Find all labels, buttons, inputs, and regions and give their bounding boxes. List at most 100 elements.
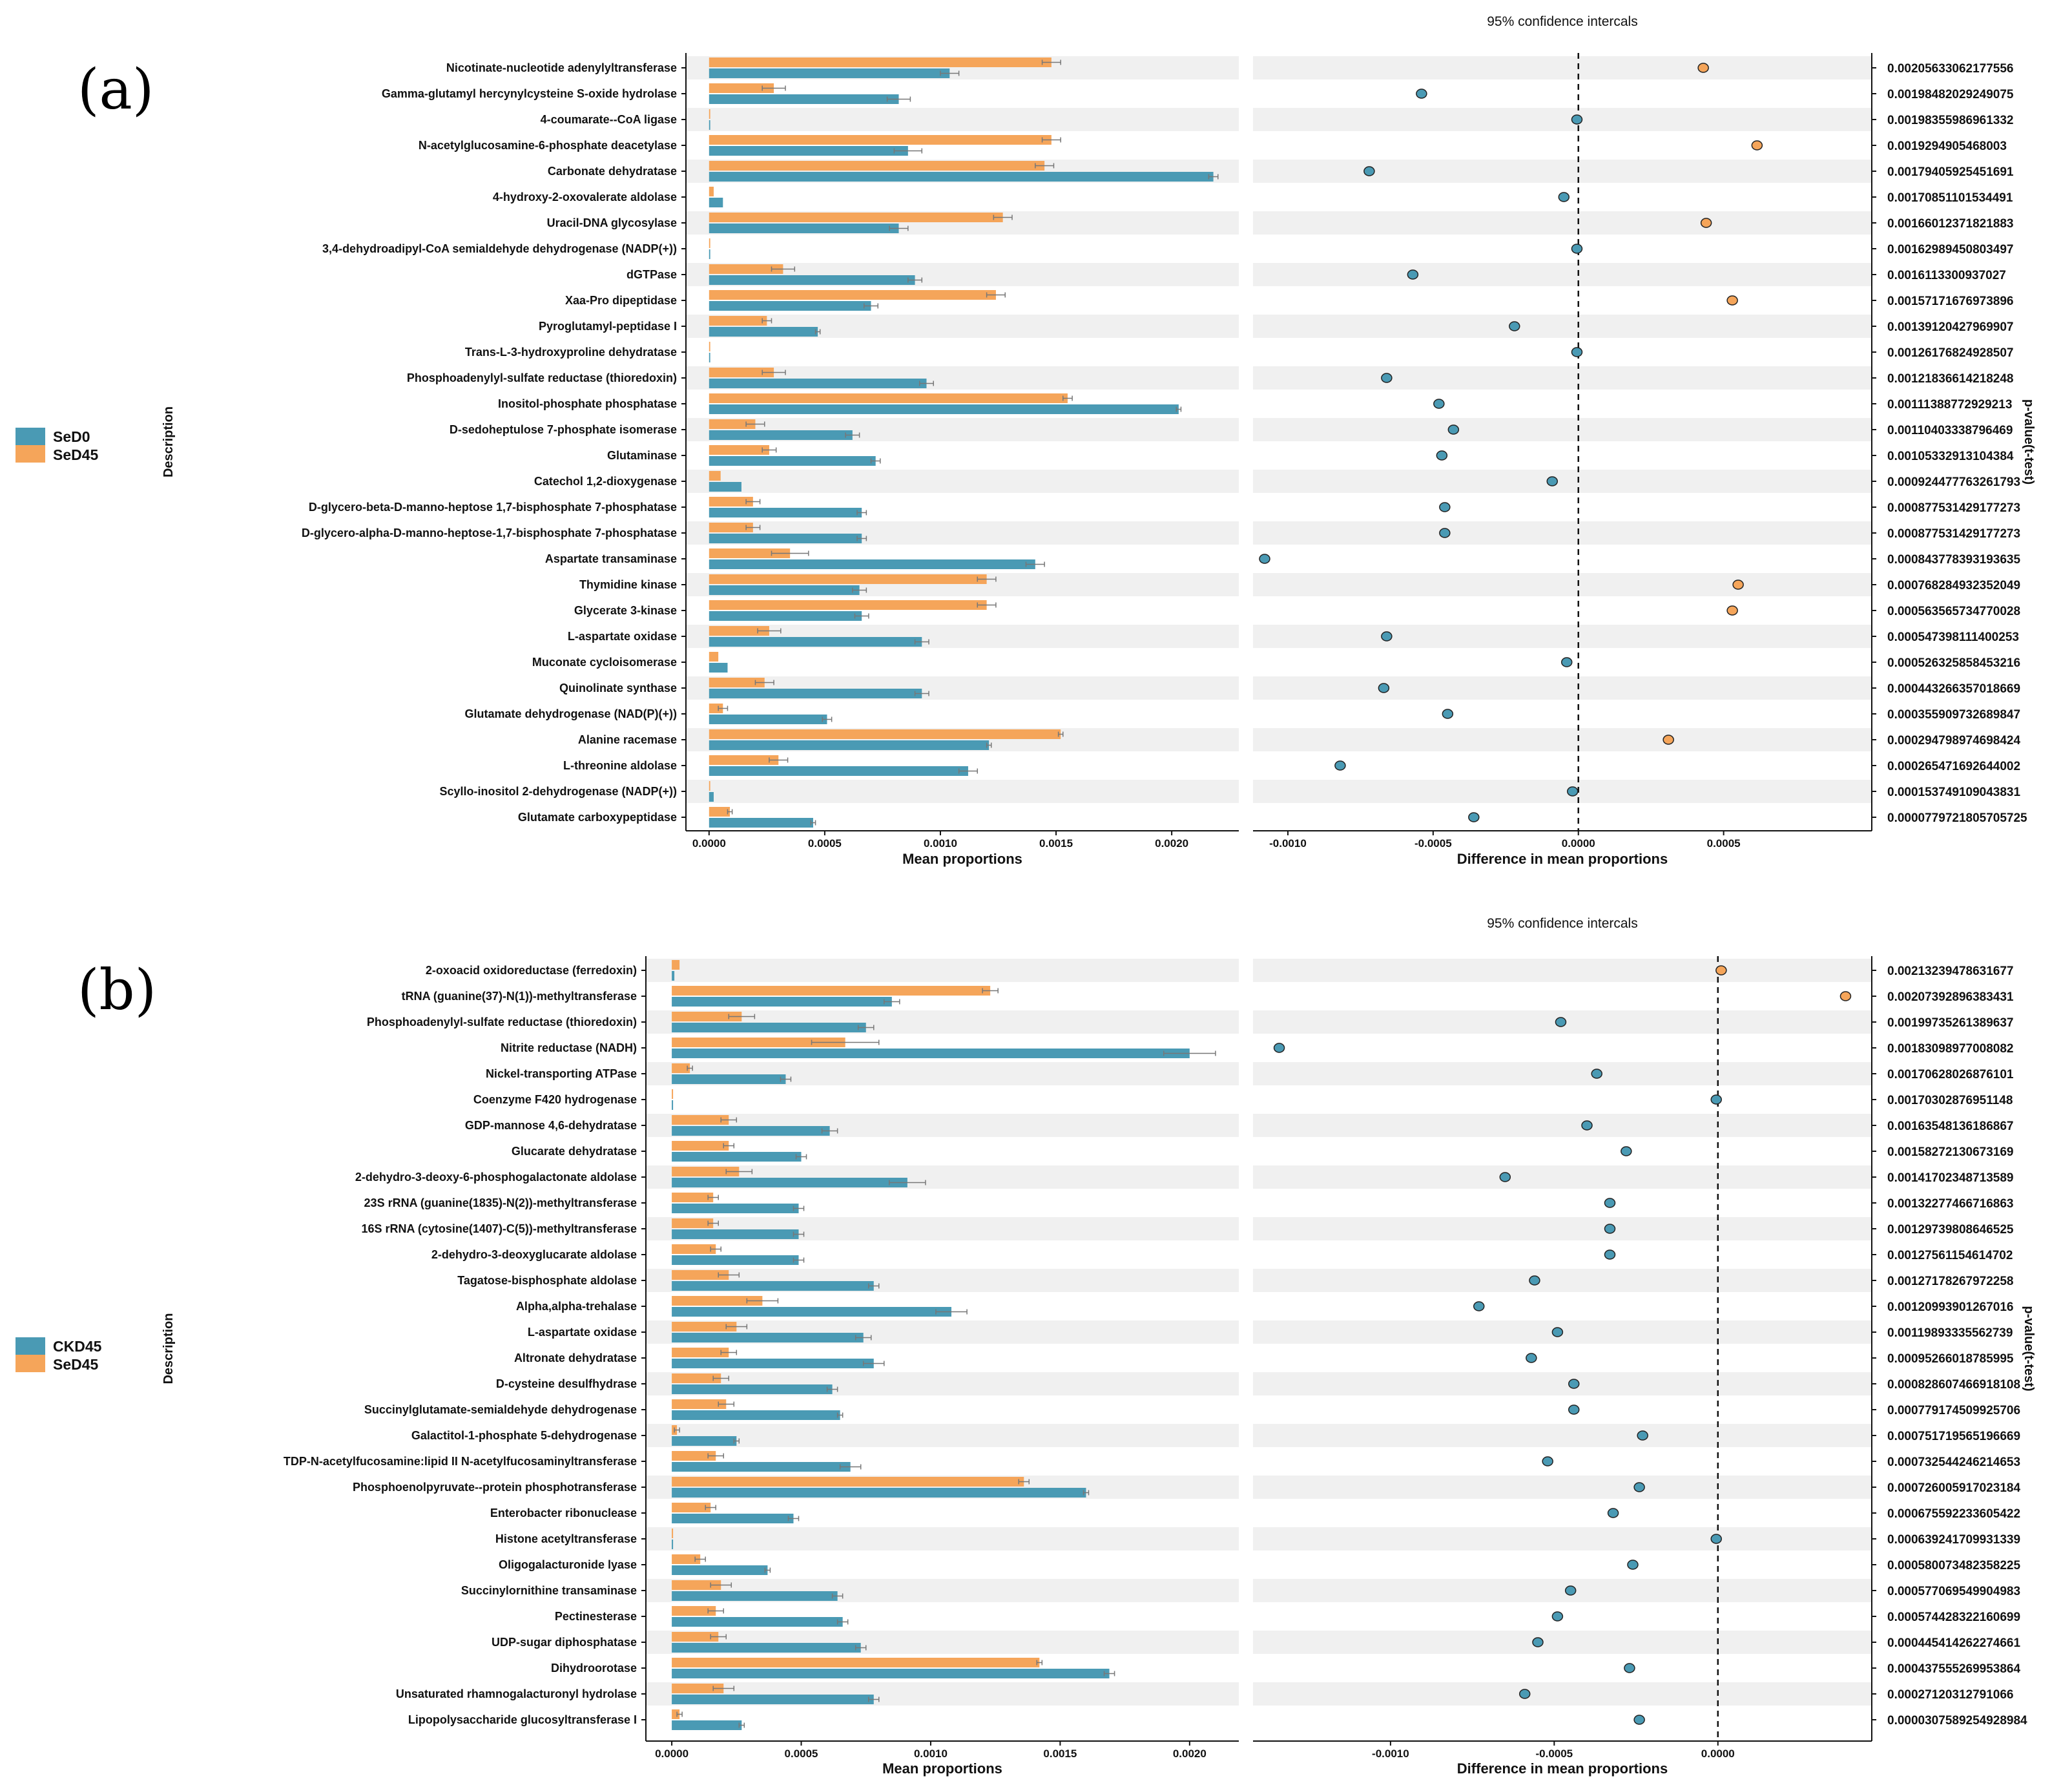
pvalue-label: 0.000547398111400253 bbox=[1887, 631, 2019, 644]
category-label: 4-hydroxy-2-oxovalerate aldolase bbox=[493, 191, 677, 204]
diff-point bbox=[1663, 735, 1674, 745]
pvalue-label: 0.00105332913104384 bbox=[1887, 450, 2014, 463]
pvalue-label: 0.000153749109043831 bbox=[1887, 786, 2020, 799]
bar-ckd45 bbox=[672, 1359, 874, 1368]
category-label: L-aspartate oxidase bbox=[528, 1326, 637, 1339]
row-stripe bbox=[686, 108, 1239, 131]
bar-ckd45 bbox=[672, 1152, 802, 1162]
category-label: Muconate cycloisomerase bbox=[532, 656, 677, 669]
bar-sed0 bbox=[709, 818, 813, 828]
pvalue-label: 0.000732544246214653 bbox=[1887, 1456, 2020, 1469]
category-label: L-aspartate oxidase bbox=[568, 630, 677, 643]
category-label: D-glycero-beta-D-manno-heptose 1,7-bisph… bbox=[309, 501, 677, 514]
diff-point bbox=[1607, 1508, 1619, 1518]
bar-sed45 bbox=[672, 1399, 727, 1409]
bar-sed45 bbox=[709, 342, 710, 351]
pvalue-label: 0.000526325858453216 bbox=[1887, 656, 2020, 670]
category-label: Quinolinate synthase bbox=[559, 682, 677, 694]
bar-sed45 bbox=[672, 1270, 729, 1280]
bar-sed45 bbox=[709, 574, 987, 584]
pvalue-label: 0.00120993901267016 bbox=[1887, 1300, 2013, 1314]
bar-sed45 bbox=[709, 264, 783, 274]
category-label: Phosphoadenylyl-sulfate reductase (thior… bbox=[407, 371, 677, 384]
bar-sed0 bbox=[709, 379, 927, 388]
row-stripe bbox=[1253, 1631, 1872, 1654]
pvalue-label: 0.000355909732689847 bbox=[1887, 708, 2020, 722]
diff-x-axis-label: Difference in mean proportions bbox=[1457, 851, 1668, 867]
pvalue-label: 0.00110403338796469 bbox=[1887, 424, 2013, 437]
category-label: Inositol-phosphate phosphatase bbox=[498, 397, 677, 410]
bar-sed45 bbox=[709, 213, 1003, 222]
bar-sed45 bbox=[672, 1632, 719, 1642]
category-label: dGTPase bbox=[627, 268, 677, 281]
bar-sed45 bbox=[709, 471, 721, 481]
bar-sed0 bbox=[709, 249, 710, 259]
diff-point bbox=[1259, 554, 1270, 564]
bar-ckd45 bbox=[672, 1229, 799, 1239]
bar-ckd45 bbox=[672, 1643, 861, 1653]
row-stripe bbox=[1253, 315, 1872, 338]
category-label: Altronate dehydratase bbox=[514, 1352, 637, 1364]
row-stripe bbox=[1253, 1165, 1872, 1189]
bar-ckd45 bbox=[672, 1126, 830, 1136]
bar-ckd45 bbox=[672, 1178, 907, 1187]
bar-sed0 bbox=[709, 766, 968, 776]
legend-swatch-sed0 bbox=[16, 428, 45, 445]
diff-x-tick-label: 0.0005 bbox=[1707, 837, 1741, 850]
diff-point bbox=[1621, 1146, 1632, 1156]
pvalue-label: 0.00139120427969907 bbox=[1887, 320, 2013, 334]
bar-sed45 bbox=[672, 1451, 716, 1461]
bar-sed45 bbox=[709, 187, 714, 196]
legend-label: CKD45 bbox=[53, 1338, 102, 1355]
diff-point bbox=[1558, 192, 1570, 202]
row-stripe bbox=[1253, 263, 1872, 286]
bar-sed45 bbox=[709, 497, 753, 506]
pvalue-label: 0.00170851101534491 bbox=[1887, 191, 2013, 205]
row-stripe bbox=[1253, 1424, 1872, 1447]
pvalue-label: 0.000443266357018669 bbox=[1887, 682, 2020, 696]
row-stripe bbox=[686, 780, 1239, 803]
row-stripe bbox=[1253, 625, 1872, 648]
category-label: Aspartate transaminase bbox=[545, 552, 677, 565]
pvalue-label: 0.000445414262274661 bbox=[1887, 1636, 2020, 1650]
row-stripe bbox=[1253, 160, 1872, 183]
diff-point bbox=[1381, 373, 1393, 383]
pvalue-label: 0.00183098977008082 bbox=[1887, 1042, 2013, 1056]
bar-sed45 bbox=[709, 368, 774, 377]
bar-sed45 bbox=[709, 626, 769, 636]
pvalue-label: 0.00127561154614702 bbox=[1887, 1249, 2013, 1262]
row-stripe bbox=[1253, 1217, 1872, 1240]
diff-x-tick-label: -0.0005 bbox=[1535, 1748, 1573, 1760]
ci-title: 95% confidence intercals bbox=[1487, 14, 1637, 29]
category-label: 2-dehydro-3-deoxyglucarate aldolase bbox=[431, 1248, 637, 1261]
bar-sed45 bbox=[709, 393, 1068, 403]
diff-point bbox=[1571, 114, 1583, 125]
bar-sed45 bbox=[672, 1167, 740, 1176]
pvalue-label: 0.00198355986961332 bbox=[1887, 114, 2013, 127]
row-stripe bbox=[1253, 676, 1872, 700]
category-label: 2-oxoacid oxidoreductase (ferredoxin) bbox=[426, 964, 637, 977]
bar-sed45 bbox=[709, 548, 791, 558]
bar-sed45 bbox=[709, 807, 730, 817]
diff-point bbox=[1551, 1611, 1564, 1622]
category-label: Oligogalacturonide lyase bbox=[499, 1558, 637, 1571]
bar-ckd45 bbox=[672, 1281, 874, 1291]
pvalue-label: 0.000265471692644002 bbox=[1887, 760, 2020, 773]
bar-ckd45 bbox=[672, 1720, 742, 1730]
pvalue-label: 0.000726005917023184 bbox=[1887, 1481, 2020, 1495]
category-label: Glutamate dehydrogenase (NAD(P)(+)) bbox=[464, 707, 677, 720]
legend-swatch-sed45 bbox=[16, 445, 45, 463]
pvalue-label: 0.00141702348713589 bbox=[1887, 1171, 2013, 1185]
bar-sed45 bbox=[709, 781, 710, 791]
bar-ckd45 bbox=[672, 1255, 799, 1265]
diff-point bbox=[1564, 1585, 1577, 1596]
pvalue-label: 0.00132277466716863 bbox=[1887, 1197, 2013, 1211]
bar-x-tick-label: 0.0015 bbox=[1039, 837, 1073, 850]
bar-sed45 bbox=[672, 1606, 716, 1616]
diff-point bbox=[1566, 786, 1579, 797]
bar-ckd45 bbox=[672, 1410, 840, 1420]
diff-point bbox=[1442, 709, 1454, 719]
bar-ckd45 bbox=[672, 1436, 737, 1446]
category-label: Alpha,alpha-trehalase bbox=[516, 1300, 637, 1313]
